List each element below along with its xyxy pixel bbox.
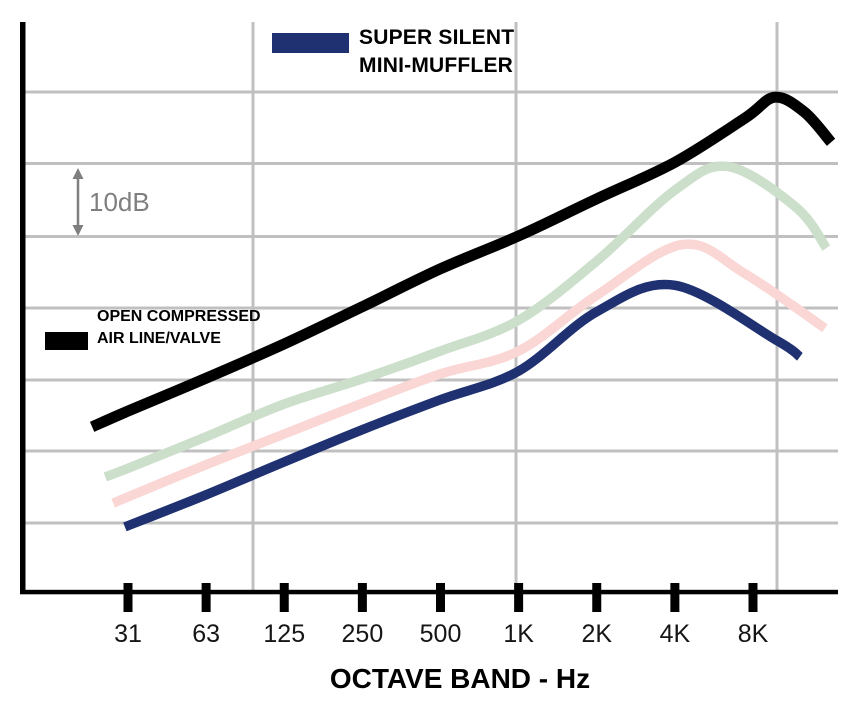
legend-label-open-line: OPEN COMPRESSED AIR LINE/VALVE bbox=[97, 306, 261, 350]
y-axis-line bbox=[20, 22, 26, 594]
x-tick-mark bbox=[514, 583, 524, 612]
curve-unlabeled-pink bbox=[111, 239, 828, 508]
x-tick-mark bbox=[670, 583, 680, 612]
legend-super-silent-mini-muffler: SUPER SILENT MINI-MUFFLER bbox=[272, 24, 514, 80]
x-tick-label-31: 31 bbox=[114, 620, 142, 648]
x-tick-label-4K: 4K bbox=[659, 620, 691, 648]
x-tick-label-2K: 2K bbox=[581, 620, 613, 648]
legend-label-open-line-line2: AIR LINE/VALVE bbox=[97, 330, 221, 347]
scale-arrow-down-head bbox=[72, 225, 84, 236]
scale-arrow-up-head bbox=[72, 168, 84, 179]
legend-swatch-open-line bbox=[45, 332, 88, 350]
legend-label-muffler-line1: SUPER SILENT bbox=[359, 26, 515, 49]
x-tick-mark bbox=[123, 583, 133, 612]
legend-label-muffler-line2: MINI-MUFFLER bbox=[359, 54, 514, 77]
legend-open-compressed-air: OPEN COMPRESSED AIR LINE/VALVE bbox=[45, 306, 261, 350]
x-tick-label-63: 63 bbox=[192, 620, 221, 648]
x-tick-label-1K: 1K bbox=[503, 620, 534, 648]
x-tick-label-500: 500 bbox=[419, 620, 462, 648]
x-tick-label-250: 250 bbox=[341, 620, 384, 648]
curve-muffler bbox=[123, 279, 803, 532]
x-tick-mark bbox=[436, 583, 445, 612]
scale-10db-label: 10dB bbox=[89, 187, 150, 217]
x-tick-label-125: 125 bbox=[263, 620, 306, 648]
x-tick-label-8K: 8K bbox=[737, 620, 769, 648]
legend-swatch-muffler bbox=[272, 33, 349, 53]
x-tick-mark bbox=[279, 583, 289, 612]
x-tick-mark bbox=[357, 583, 367, 612]
curve-open-line bbox=[89, 91, 836, 432]
x-tick-mark bbox=[748, 583, 758, 612]
legend-label-muffler: SUPER SILENT MINI-MUFFLER bbox=[359, 24, 514, 80]
legend-label-open-line-line1: OPEN COMPRESSED bbox=[97, 308, 261, 325]
x-axis-line bbox=[20, 589, 838, 595]
x-tick-mark bbox=[592, 583, 602, 612]
curve-unlabeled-green bbox=[103, 161, 831, 482]
x-axis-title: OCTAVE BAND - Hz bbox=[329, 663, 591, 694]
x-tick-mark bbox=[201, 583, 211, 612]
